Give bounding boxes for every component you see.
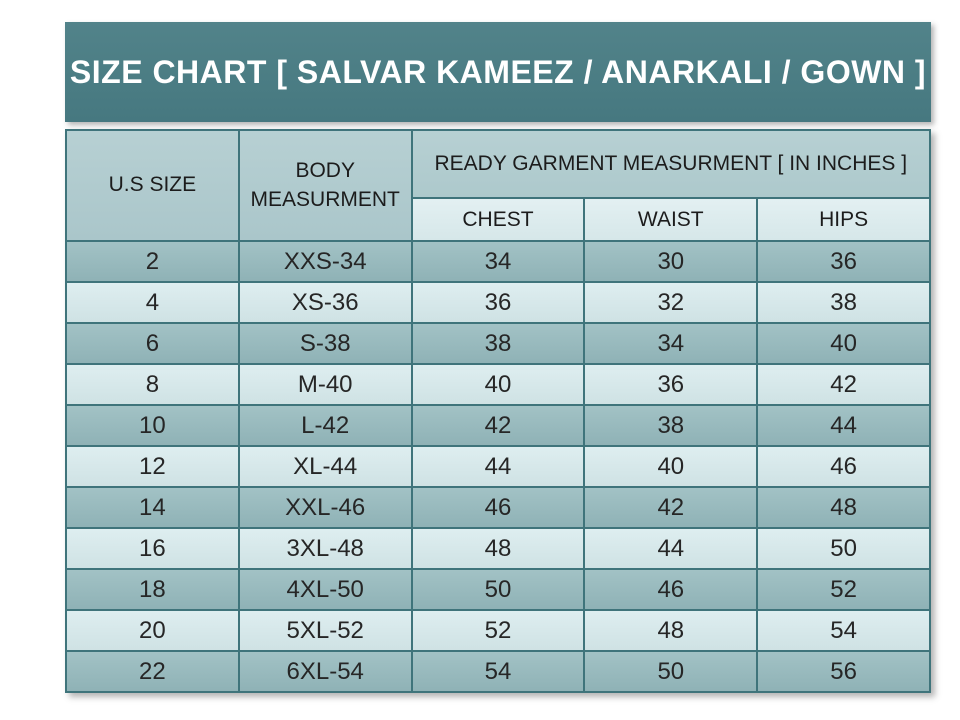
table-row: 16 3XL-48 48 44 50 — [65, 527, 931, 570]
hips-cell: 36 — [756, 240, 931, 283]
header-row-main: U.S SIZE BODY MEASURMENT READY GARMENT M… — [65, 129, 932, 242]
table-row: 22 6XL-54 54 50 56 — [65, 650, 931, 693]
hips-header: HIPS — [756, 197, 931, 242]
hips-cell: 44 — [756, 404, 931, 447]
table-row: 20 5XL-52 52 48 54 — [65, 609, 931, 652]
us-size-cell: 6 — [65, 322, 240, 365]
table-row: 12 XL-44 44 40 46 — [65, 445, 931, 488]
hips-cell: 48 — [756, 486, 931, 529]
body-measurement-cell: 4XL-50 — [237, 568, 413, 611]
body-measurement-cell: XS-36 — [237, 281, 413, 324]
size-chart-sheet: SIZE CHART [ SALVAR KAMEEZ / ANARKALI / … — [65, 22, 932, 693]
waist-cell: 38 — [583, 404, 759, 447]
waist-cell: 50 — [583, 650, 759, 693]
hips-cell: 38 — [756, 281, 931, 324]
waist-cell: 34 — [583, 322, 759, 365]
us-size-cell: 10 — [65, 404, 240, 447]
us-size-cell: 4 — [65, 281, 240, 324]
us-size-cell: 20 — [65, 609, 240, 652]
chest-cell: 34 — [410, 240, 586, 283]
waist-cell: 42 — [583, 486, 759, 529]
waist-cell: 40 — [583, 445, 759, 488]
us-size-cell: 12 — [65, 445, 240, 488]
hips-cell: 46 — [756, 445, 931, 488]
us-size-cell: 16 — [65, 527, 240, 570]
hips-cell: 42 — [756, 363, 931, 406]
size-chart-table: U.S SIZE BODY MEASURMENT READY GARMENT M… — [65, 129, 932, 693]
body-measurement-cell: 3XL-48 — [237, 527, 413, 570]
us-size-cell: 2 — [65, 240, 240, 283]
us-size-cell: 8 — [65, 363, 240, 406]
us-size-cell: 22 — [65, 650, 240, 693]
chest-cell: 42 — [410, 404, 586, 447]
waist-cell: 36 — [583, 363, 759, 406]
chest-cell: 46 — [410, 486, 586, 529]
body-measurement-cell: S-38 — [237, 322, 413, 365]
body-measurement-cell: 5XL-52 — [237, 609, 413, 652]
table-row: 6 S-38 38 34 40 — [65, 322, 931, 365]
waist-cell: 48 — [583, 609, 759, 652]
hips-cell: 56 — [756, 650, 931, 693]
title-band: SIZE CHART [ SALVAR KAMEEZ / ANARKALI / … — [65, 22, 931, 122]
header-row-sub: CHEST WAIST HIPS — [66, 197, 931, 242]
body-measurement-cell: XXL-46 — [237, 486, 413, 529]
us-size-cell: 18 — [65, 568, 240, 611]
hips-cell: 54 — [756, 609, 931, 652]
waist-cell: 46 — [583, 568, 759, 611]
chest-cell: 38 — [410, 322, 586, 365]
table-body: 2 XXS-34 34 30 36 4 XS-36 36 32 38 6 S-3… — [65, 240, 931, 693]
chest-cell: 54 — [410, 650, 586, 693]
chest-cell: 44 — [410, 445, 586, 488]
waist-cell: 30 — [583, 240, 759, 283]
chest-cell: 48 — [410, 527, 586, 570]
table-row: 10 L-42 42 38 44 — [65, 404, 931, 447]
chest-header: CHEST — [410, 197, 586, 242]
body-measurement-cell: XL-44 — [237, 445, 413, 488]
chest-cell: 36 — [410, 281, 586, 324]
table-row: 2 XXS-34 34 30 36 — [65, 240, 931, 283]
table-row: 14 XXL-46 46 42 48 — [65, 486, 931, 529]
chest-cell: 50 — [410, 568, 586, 611]
body-measurement-cell: 6XL-54 — [237, 650, 413, 693]
us-size-header: U.S SIZE — [65, 129, 240, 242]
waist-header: WAIST — [583, 197, 759, 242]
chest-cell: 40 — [410, 363, 586, 406]
page-title: SIZE CHART [ SALVAR KAMEEZ / ANARKALI / … — [69, 53, 927, 90]
table-header: U.S SIZE BODY MEASURMENT READY GARMENT M… — [65, 129, 932, 242]
ready-garment-header: READY GARMENT MEASURMENT [ IN INCHES ] — [410, 129, 932, 199]
body-measurement-cell: L-42 — [237, 404, 413, 447]
table-row: 8 M-40 40 36 42 — [65, 363, 931, 406]
hips-cell: 52 — [756, 568, 931, 611]
hips-cell: 40 — [756, 322, 931, 365]
body-measurement-cell: M-40 — [237, 363, 413, 406]
us-size-cell: 14 — [65, 486, 240, 529]
body-measurement-cell: XXS-34 — [237, 240, 413, 283]
table-row: 4 XS-36 36 32 38 — [65, 281, 931, 324]
chest-cell: 52 — [410, 609, 586, 652]
table-row: 18 4XL-50 50 46 52 — [65, 568, 931, 611]
body-measurement-header: BODY MEASURMENT — [237, 129, 413, 242]
waist-cell: 32 — [583, 281, 759, 324]
waist-cell: 44 — [583, 527, 759, 570]
hips-cell: 50 — [756, 527, 931, 570]
